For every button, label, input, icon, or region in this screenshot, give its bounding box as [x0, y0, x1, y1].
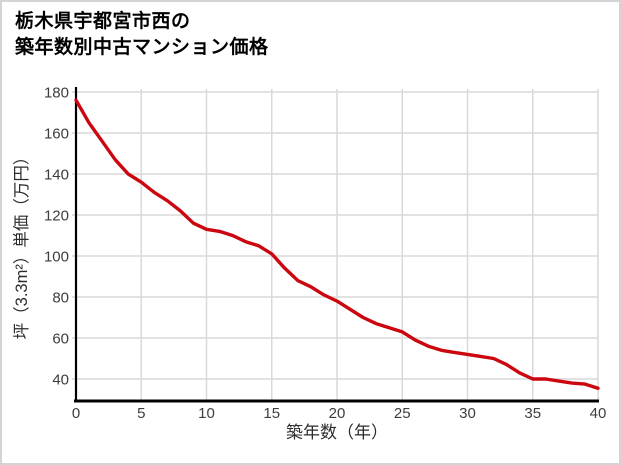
chart-title-line1: 栃木県宇都宮市西の [15, 11, 191, 32]
x-tick-label: 35 [524, 405, 541, 422]
y-tick-label: 40 [52, 372, 69, 389]
y-tick-label: 140 [44, 167, 69, 184]
chart-title: 栃木県宇都宮市西の 築年数別中古マンション価格 [15, 9, 269, 61]
x-axis-title: 築年数（年） [286, 423, 388, 442]
chart-title-line2: 築年数別中古マンション価格 [15, 37, 269, 58]
x-tick-label: 0 [72, 405, 80, 422]
price-line [74, 98, 600, 390]
x-tick-label: 40 [590, 405, 607, 422]
y-tick-label: 160 [44, 126, 69, 143]
x-tick-label: 20 [329, 405, 346, 422]
y-tick-label: 60 [52, 331, 69, 348]
y-tick-label: 100 [44, 249, 69, 266]
x-tick-label: 5 [137, 405, 145, 422]
x-tick-label: 10 [198, 405, 215, 422]
x-tick-label: 15 [263, 405, 280, 422]
x-tick-label: 30 [459, 405, 476, 422]
y-tick-label: 80 [52, 290, 69, 307]
y-axis-title: 坪（3.3m²）単価（万円） [12, 149, 31, 340]
y-tick-label: 180 [44, 85, 69, 102]
y-tick-label: 120 [44, 208, 69, 225]
x-tick-label: 25 [394, 405, 411, 422]
